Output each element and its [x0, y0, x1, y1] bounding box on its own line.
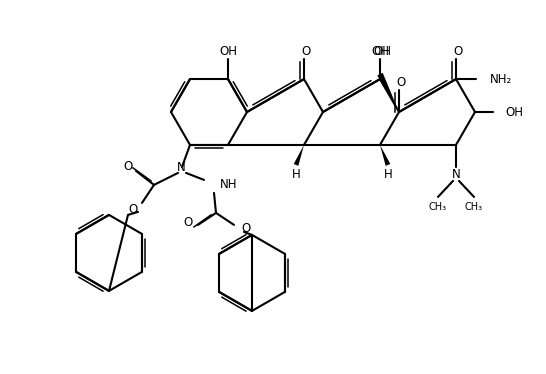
Text: O: O — [241, 223, 250, 235]
Text: O: O — [183, 217, 193, 229]
Polygon shape — [380, 145, 390, 166]
Text: OH: OH — [371, 45, 389, 58]
Text: O: O — [396, 76, 406, 89]
Text: N: N — [176, 162, 186, 174]
Text: O: O — [123, 160, 133, 174]
Text: OH: OH — [219, 45, 237, 58]
Text: NH₂: NH₂ — [490, 73, 512, 86]
Text: H: H — [384, 168, 393, 181]
Polygon shape — [377, 73, 399, 112]
Polygon shape — [294, 145, 304, 166]
Text: CH₃: CH₃ — [429, 202, 447, 212]
Text: OH: OH — [505, 105, 523, 119]
Text: OH: OH — [373, 45, 391, 58]
Text: NH: NH — [220, 178, 238, 191]
Text: O: O — [453, 45, 462, 58]
Text: O: O — [301, 45, 311, 58]
Text: CH₃: CH₃ — [465, 202, 483, 212]
Text: O: O — [129, 203, 138, 217]
Text: H: H — [292, 168, 300, 181]
Text: N: N — [452, 168, 460, 181]
